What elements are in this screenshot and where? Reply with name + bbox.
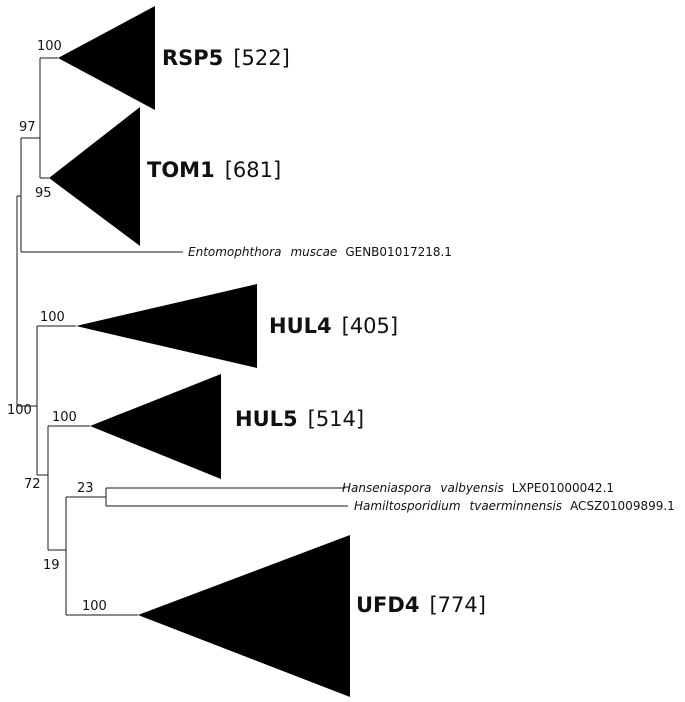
clade-name-hul4: HUL4 [269, 314, 332, 338]
support-ufd4-rest: 19 [43, 558, 60, 573]
clade-triangle-tom1 [49, 107, 140, 246]
clade-label-rsp5: RSP5 [522] [162, 46, 290, 70]
leaf-accession-entomophthora: GENB01017218.1 [345, 245, 452, 259]
clade-name-ufd4: UFD4 [356, 593, 419, 617]
support-hanseniaspora-hamiltosporidium: 23 [77, 481, 94, 496]
clade-triangle-rsp5 [58, 6, 155, 110]
support-rsp5: 100 [37, 39, 62, 54]
leaf-label-hanseniaspora: Hanseniaspora valbyensis LXPE01000042.1 [342, 479, 614, 496]
tree-branches [16, 57, 348, 616]
leaf-species-hamiltosporidium: tvaerminnensis [470, 499, 563, 513]
clade-triangle-ufd4 [138, 535, 350, 697]
clade-label-tom1: TOM1 [681] [147, 158, 281, 182]
clade-name-hul5: HUL5 [235, 407, 298, 431]
leaf-genus-hanseniaspora: Hanseniaspora [342, 481, 431, 495]
leaf-accession-hamiltosporidium: ACSZ01009899.1 [570, 499, 675, 513]
leaf-label-entomophthora: Entomophthora muscae GENB01017218.1 [188, 243, 452, 260]
support-ufd4: 100 [82, 599, 107, 614]
clade-count-hul4: [405] [342, 314, 398, 338]
leaf-species-entomophthora: muscae [290, 245, 337, 259]
leaf-genus-hamiltosporidium: Hamiltosporidium [354, 499, 461, 513]
clade-count-ufd4: [774] [429, 593, 485, 617]
clade-triangle-hul4 [76, 284, 257, 368]
leaf-genus-entomophthora: Entomophthora [188, 245, 281, 259]
support-hul5: 100 [52, 410, 77, 425]
clade-labels: RSP5 [522] TOM1 [681] HUL4 [405] HUL5 [5… [147, 46, 486, 617]
clade-triangle-hul5 [90, 374, 221, 479]
support-hul4: 100 [40, 310, 65, 325]
collapsed-clades [49, 6, 350, 697]
support-tom1: 95 [35, 186, 52, 201]
clade-count-rsp5: [522] [233, 46, 289, 70]
leaf-labels: Entomophthora muscae GENB01017218.1 Hans… [188, 243, 675, 514]
support-root-lower: 100 [7, 403, 32, 418]
clade-label-ufd4: UFD4 [774] [356, 593, 486, 617]
clade-name-rsp5: RSP5 [162, 46, 223, 70]
clade-label-hul4: HUL4 [405] [269, 314, 398, 338]
clade-label-hul5: HUL5 [514] [235, 407, 364, 431]
clade-count-tom1: [681] [225, 158, 281, 182]
clade-name-tom1: TOM1 [147, 158, 215, 182]
leaf-species-hanseniaspora: valbyensis [440, 481, 503, 495]
leaf-accession-hanseniaspora: LXPE01000042.1 [512, 481, 614, 495]
support-rsp5-tom1: 97 [19, 120, 36, 135]
support-values: 100 97 95 100 100 100 72 23 19 100 [7, 39, 107, 614]
support-hul5-rest: 72 [24, 477, 41, 492]
leaf-label-hamiltosporidium: Hamiltosporidium tvaerminnensis ACSZ0100… [354, 497, 675, 514]
clade-count-hul5: [514] [308, 407, 364, 431]
